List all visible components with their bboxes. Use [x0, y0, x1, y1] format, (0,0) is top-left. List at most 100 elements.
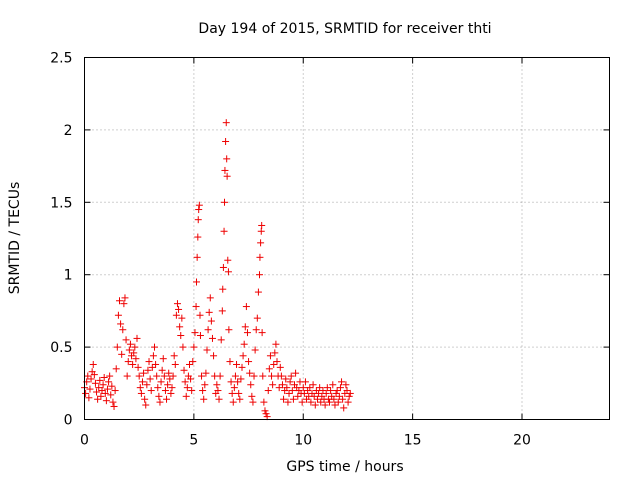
data-point: [286, 378, 294, 386]
y-tick-label: 1.5: [50, 195, 72, 211]
data-point: [269, 381, 277, 389]
data-point: [168, 384, 176, 392]
data-point: [195, 201, 203, 209]
data-point: [193, 278, 200, 286]
data-point: [338, 378, 346, 386]
data-point: [89, 360, 97, 368]
chart-title: Day 194 of 2015, SRMTID for receiver tht…: [198, 21, 491, 37]
data-point: [258, 329, 266, 337]
data-point: [343, 387, 351, 395]
data-point: [195, 206, 203, 214]
data-point: [216, 372, 224, 380]
data-point: [256, 271, 263, 279]
x-tick-labels: 0 5 10 15 20: [80, 433, 531, 449]
data-point: [109, 398, 117, 406]
data-point: [142, 401, 150, 409]
data-point: [239, 352, 247, 360]
data-point: [219, 263, 227, 271]
data-point: [309, 381, 317, 389]
data-point: [93, 388, 101, 396]
data-point: [241, 323, 249, 331]
data-point: [108, 382, 116, 390]
data-point: [131, 343, 139, 351]
data-point: [202, 369, 210, 377]
data-point: [278, 381, 286, 389]
data-point: [167, 389, 175, 397]
data-point: [160, 372, 168, 380]
data-point: [121, 294, 129, 302]
data-point: [223, 172, 231, 180]
data-point: [196, 332, 204, 340]
data-point: [210, 352, 218, 360]
data-point: [311, 401, 319, 409]
data-point: [319, 387, 327, 395]
data-point: [123, 372, 131, 380]
data-point: [219, 285, 227, 293]
data-point: [287, 372, 295, 380]
data-point: [102, 397, 110, 405]
data-point: [107, 391, 115, 399]
data-point: [237, 375, 245, 383]
data-point: [154, 384, 162, 392]
data-point: [90, 371, 98, 379]
data-point: [118, 350, 126, 358]
y-tick-label: 2.5: [50, 51, 72, 67]
data-point: [218, 307, 226, 315]
data-point: [233, 360, 241, 368]
data-point: [260, 398, 268, 406]
data-point: [256, 253, 264, 261]
data-point: [333, 387, 341, 395]
data-point: [266, 352, 274, 360]
x-tick-label: 10: [294, 433, 312, 449]
data-point: [280, 395, 288, 403]
data-point: [335, 392, 343, 400]
data-point: [117, 320, 125, 328]
data-point: [152, 360, 160, 368]
data-points: [81, 119, 354, 421]
data-point: [137, 389, 145, 397]
data-point: [155, 392, 163, 400]
data-point: [170, 352, 178, 360]
data-point: [253, 314, 261, 322]
data-point: [235, 389, 243, 397]
data-point: [240, 340, 248, 348]
data-point: [129, 360, 137, 368]
data-point: [329, 381, 337, 389]
data-point: [136, 384, 144, 392]
data-point: [246, 369, 254, 377]
data-point: [179, 343, 187, 351]
data-point: [178, 314, 186, 322]
data-point: [191, 329, 199, 337]
data-point: [332, 389, 340, 397]
data-point: [186, 360, 193, 368]
data-point: [230, 384, 238, 392]
data-point: [222, 119, 230, 127]
data-point: [95, 384, 103, 392]
data-point: [298, 398, 306, 406]
data-point: [198, 372, 206, 380]
data-point: [147, 387, 155, 395]
data-point: [110, 402, 118, 410]
data-point: [130, 349, 138, 357]
data-point: [194, 216, 202, 224]
data-point: [263, 413, 271, 421]
data-point: [97, 392, 105, 400]
data-point: [148, 363, 156, 371]
data-point: [192, 303, 200, 311]
data-point: [119, 326, 127, 334]
data-point: [125, 346, 133, 354]
data-point: [258, 221, 266, 229]
data-point: [173, 300, 181, 308]
data-point: [145, 358, 153, 366]
data-point: [194, 233, 202, 241]
data-point: [245, 358, 253, 366]
data-point: [250, 372, 258, 380]
data-point: [327, 387, 335, 395]
data-point: [91, 379, 99, 387]
data-point: [171, 360, 179, 368]
data-point: [106, 372, 114, 380]
data-point: [275, 384, 283, 392]
data-point: [221, 166, 229, 174]
data-point: [112, 365, 120, 373]
data-point: [101, 389, 109, 397]
